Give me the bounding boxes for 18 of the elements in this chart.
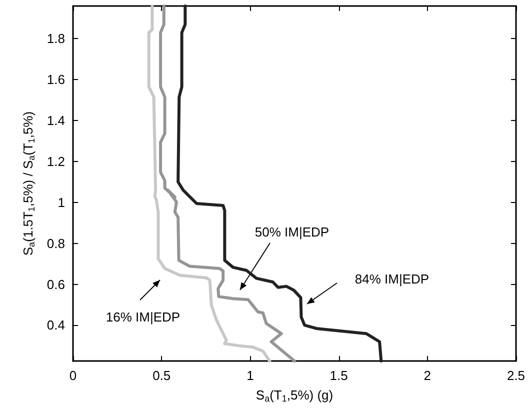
x-tick-label: 1 [246,368,254,383]
y-tick-label: 1.8 [46,31,65,46]
annotation: 50% IM|EDP [254,224,330,240]
annotation: 16% IM|EDP [106,310,180,324]
annotation: 84% IM|EDP [354,272,430,286]
y-tick-label: 0.8 [46,236,65,251]
y-tick-label: 1.6 [46,72,65,88]
x-tick-label: 0.5 [152,368,171,383]
y-tick-label: 1.2 [46,154,65,170]
x-tick-label: 2.5 [506,368,526,383]
x-tick-label: 1.5 [330,368,348,383]
y-tick-label: 0.4 [46,318,65,333]
text: Sa(1.5T1,5%) / Sa(T1,5%) [20,111,37,256]
x-tick-label: 2 [424,368,432,383]
y-tick-label: 1 [58,194,65,210]
y-tick-label: 1.4 [46,113,65,128]
y-tick-label: 0.6 [46,276,65,292]
x-tick-label: 0 [69,368,77,383]
